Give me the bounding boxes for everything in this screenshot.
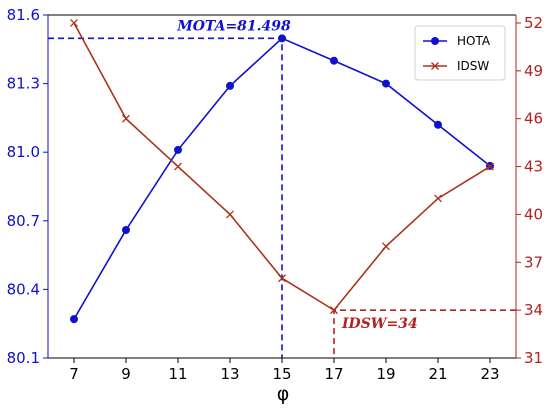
left-y-tick-label: 81.0: [7, 143, 40, 161]
mota-guide-line: [48, 37, 283, 358]
data-point-idsw: [278, 274, 286, 283]
data-point-idsw: [330, 306, 338, 315]
data-point-hota: [382, 79, 390, 88]
x-axis-label: φ: [277, 383, 290, 405]
legend-label-idsw: IDSW: [457, 59, 489, 73]
left-y-tick-label: 81.6: [7, 6, 40, 24]
data-point-hota: [122, 225, 130, 234]
legend-label-hota: HOTA: [457, 34, 491, 48]
data-point-idsw: [174, 162, 182, 171]
x-tick-label: 15: [272, 365, 291, 383]
data-point-idsw: [486, 162, 494, 171]
x-tick-label: 21: [428, 365, 447, 383]
left-y-tick-label: 80.4: [7, 280, 40, 298]
x-tick-label: 7: [69, 365, 79, 383]
data-point-idsw: [70, 19, 78, 27]
plot-area: 7 9 11 13 15 17 19 21 23 80.1 80.4 80.7 81.0 81.3 81.6…: [7, 6, 544, 383]
data-point-hota: [434, 120, 442, 129]
x-tick-label: 17: [324, 365, 343, 383]
x-tick-label: 19: [376, 365, 395, 383]
data-point-hota: [278, 34, 286, 43]
data-point-hota: [226, 81, 234, 90]
right-y-tick-label: 43: [524, 158, 543, 176]
data-point-idsw: [382, 242, 390, 251]
data-point-idsw: [226, 210, 234, 219]
right-y-tick-label: 31: [524, 349, 543, 367]
x-tick-label: 13: [220, 365, 239, 383]
x-tick-label: 9: [121, 365, 131, 383]
data-point-idsw: [122, 114, 130, 123]
data-point-hota: [330, 56, 338, 65]
left-y-tick-label: 80.1: [7, 349, 40, 367]
right-y-tick-label: 49: [524, 62, 543, 80]
legend-marker-idsw: [431, 62, 439, 70]
data-point-hota: [174, 145, 182, 154]
legend-marker-hota: [431, 37, 439, 45]
right-y-tick-label: 52: [524, 14, 543, 32]
right-y-tick-label: 34: [524, 301, 543, 319]
x-tick-label: 11: [168, 365, 187, 383]
data-point-hota: [70, 315, 78, 324]
right-y-tick-label: 40: [524, 205, 543, 223]
mota-annotation: MOTA=81.498: [176, 18, 291, 34]
x-tick-label: 23: [480, 365, 499, 383]
right-y-tick-label: 46: [524, 110, 543, 128]
left-y-tick-label: 80.7: [7, 212, 40, 230]
data-point-idsw: [434, 194, 442, 203]
idsw-annotation: IDSW=34: [341, 316, 418, 332]
left-y-tick-label: 81.3: [7, 75, 40, 93]
right-y-tick-label: 37: [524, 253, 543, 271]
